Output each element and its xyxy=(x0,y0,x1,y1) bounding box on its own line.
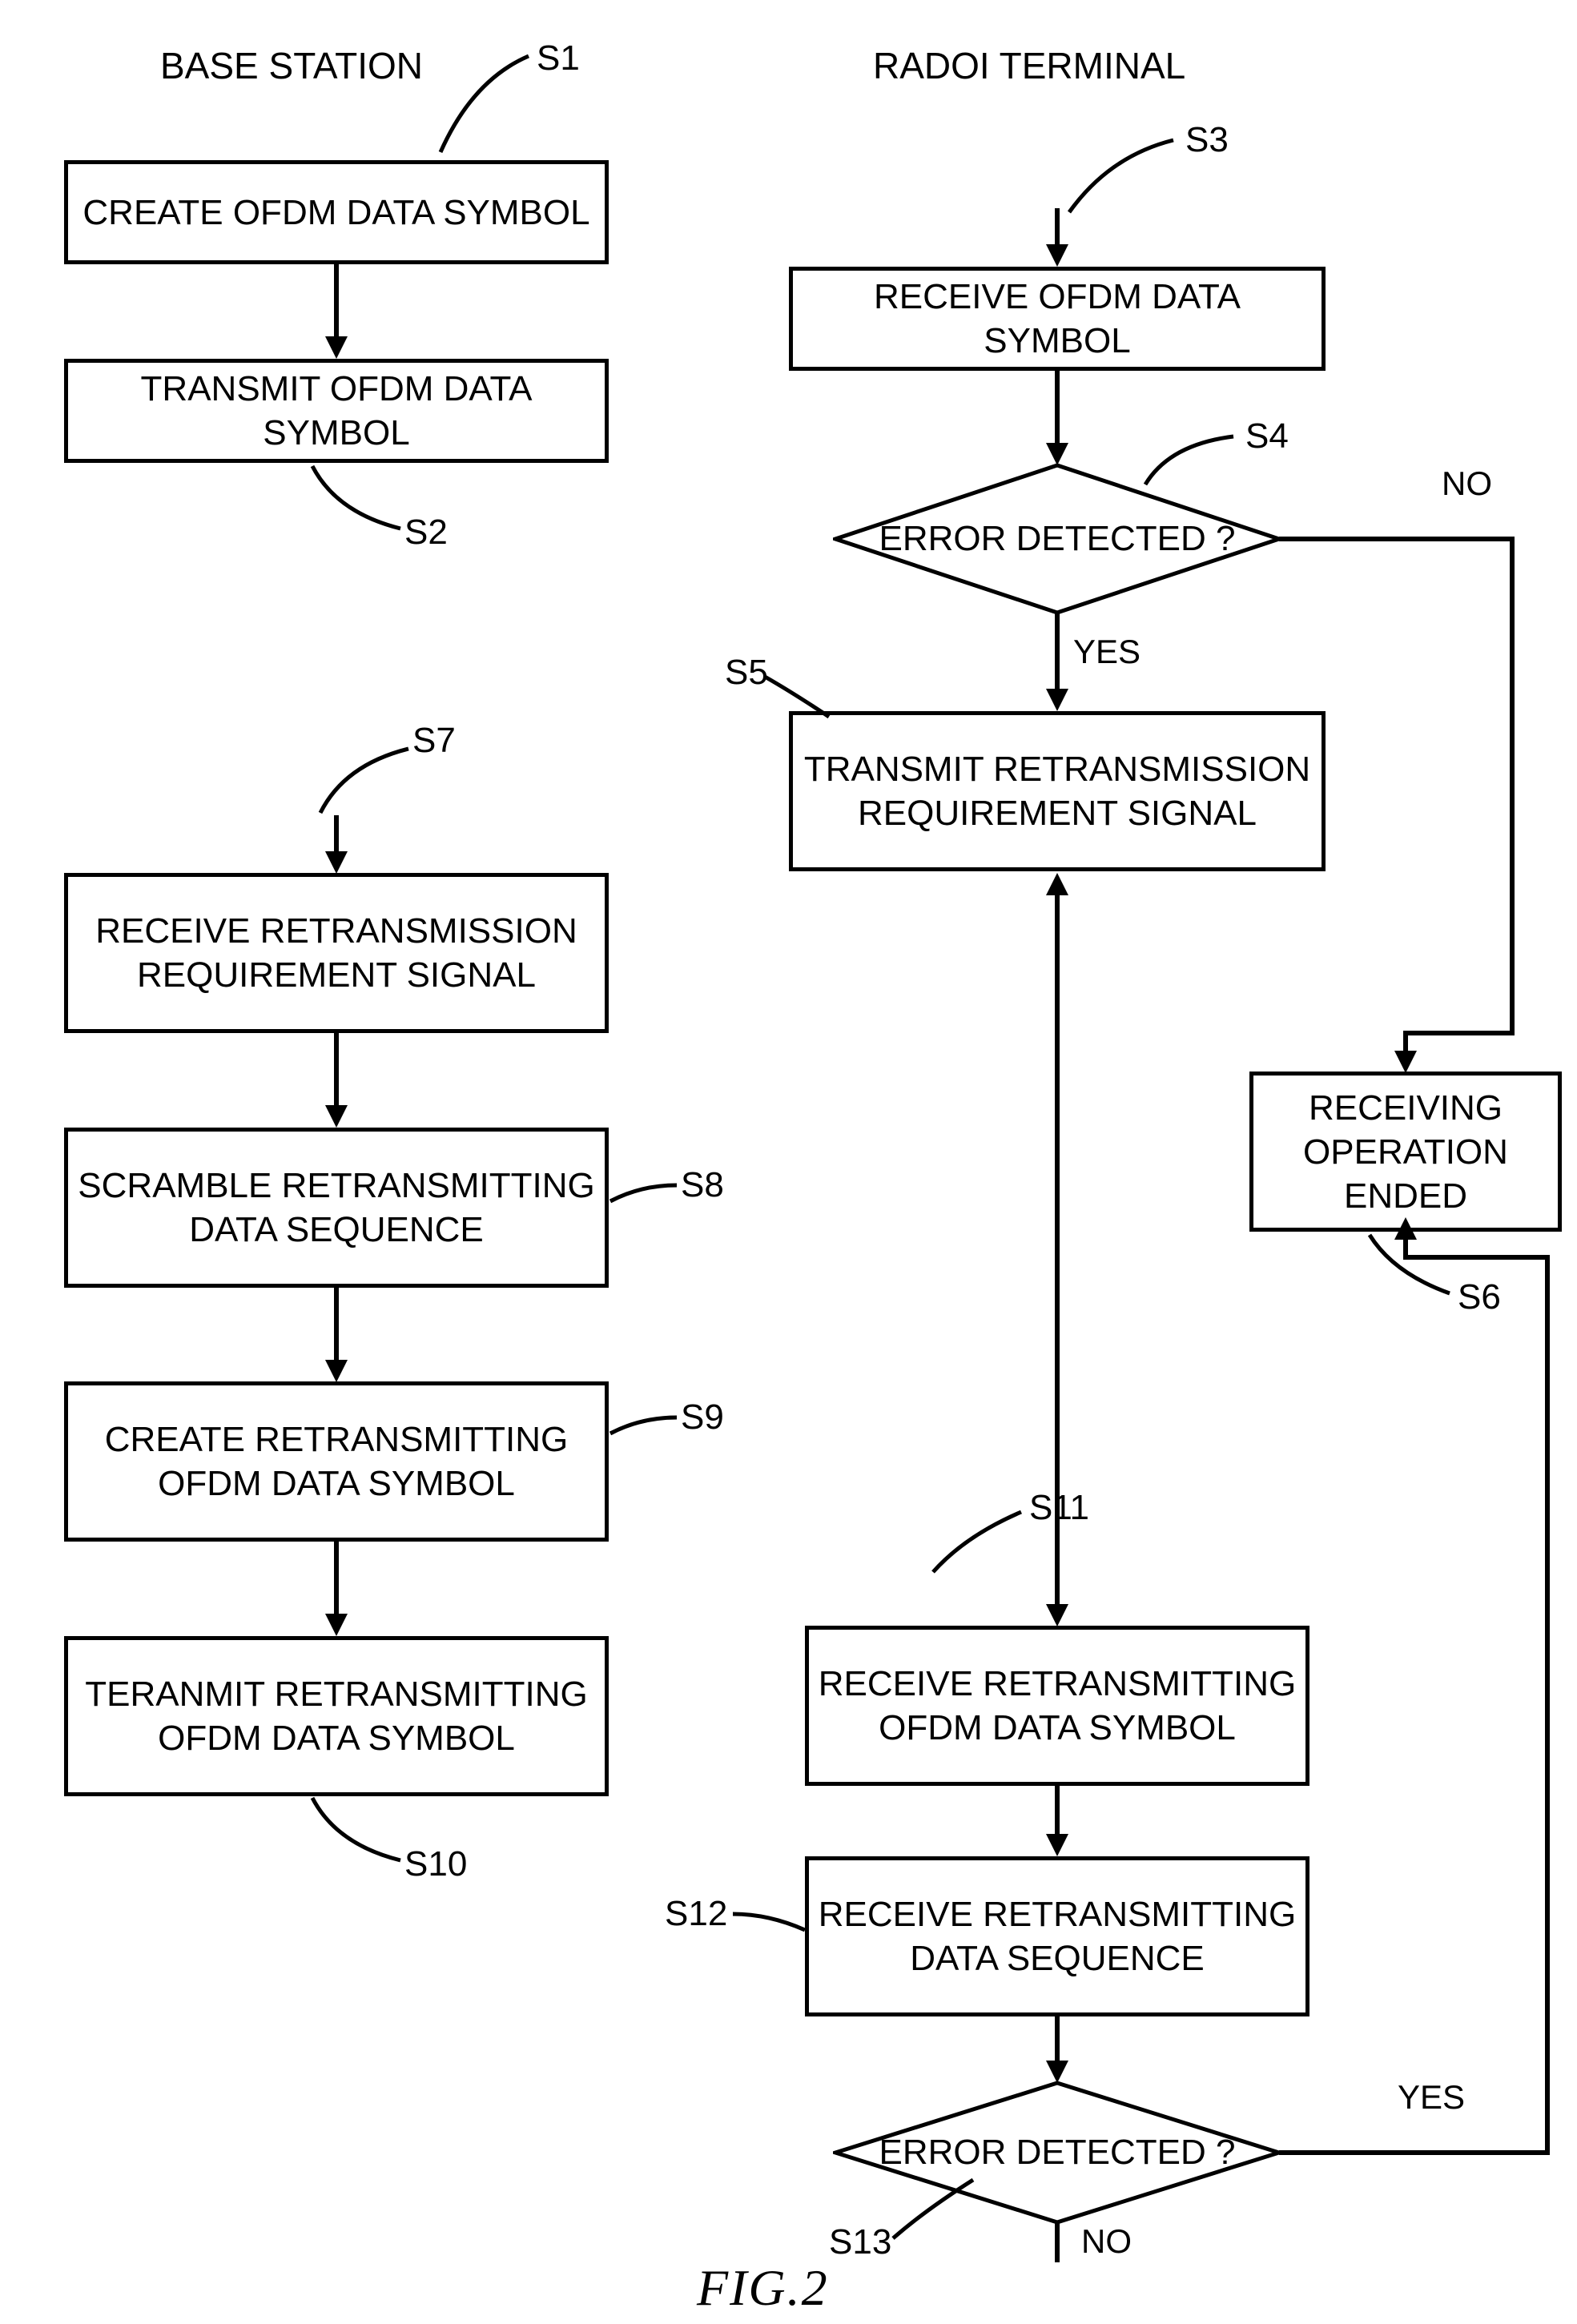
arrowhead-s7-s8 xyxy=(325,1105,348,1128)
step-id-s11: S11 xyxy=(1029,1488,1089,1528)
box-s3-text: RECEIVE OFDM DATA SYMBOL xyxy=(799,275,1315,363)
arrow-into-s7 xyxy=(334,815,339,855)
box-s6: RECEIVING OPERATION ENDED xyxy=(1249,1072,1562,1232)
box-s11-text: RECEIVE RETRANSMITTING OFDM DATA SYMBOL xyxy=(819,1662,1297,1750)
branch-s13-yes: YES xyxy=(1398,2078,1465,2117)
box-s11: RECEIVE RETRANSMITTING OFDM DATA SYMBOL xyxy=(805,1626,1309,1786)
arrowhead-into-s11 xyxy=(1046,1604,1068,1626)
leader-s3 xyxy=(1061,132,1181,220)
branch-s4-yes: YES xyxy=(1073,633,1141,671)
box-s8: SCRAMBLE RETRANSMITTING DATA SEQUENCE xyxy=(64,1128,609,1288)
box-s12-text: RECEIVE RETRANSMITTING DATA SEQUENCE xyxy=(819,1892,1297,1980)
step-id-s5: S5 xyxy=(725,653,768,693)
box-s12: RECEIVE RETRANSMITTING DATA SEQUENCE xyxy=(805,1856,1309,2016)
box-s2: TRANSMIT OFDM DATA SYMBOL xyxy=(64,359,609,463)
arrowhead-s3-s4 xyxy=(1046,443,1068,465)
box-s9-text: CREATE RETRANSMITTING OFDM DATA SYMBOL xyxy=(105,1417,569,1506)
figure-caption: FIG.2 xyxy=(697,2258,829,2318)
leader-s10 xyxy=(304,1796,416,1876)
branch-s13-no: NO xyxy=(1081,2222,1132,2261)
leader-s6 xyxy=(1362,1233,1458,1305)
branch-s4-no: NO xyxy=(1442,464,1492,503)
arrowhead-s12-s13 xyxy=(1046,2061,1068,2083)
step-id-s7: S7 xyxy=(412,721,456,761)
step-id-s10: S10 xyxy=(404,1844,467,1884)
arrowhead-into-s3 xyxy=(1046,244,1068,267)
arrowhead-s9-s10 xyxy=(325,1614,348,1636)
arrowhead-into-s7 xyxy=(325,851,348,874)
step-id-s1: S1 xyxy=(537,38,580,78)
box-s9: CREATE RETRANSMITTING OFDM DATA SYMBOL xyxy=(64,1381,609,1542)
step-id-s13: S13 xyxy=(829,2222,891,2262)
box-s5: TRANSMIT RETRANSMISSION REQUIREMENT SIGN… xyxy=(789,711,1326,871)
leader-s12 xyxy=(729,1906,809,1954)
arrow-s11-s12 xyxy=(1055,1786,1060,1838)
arrow-s3-s4 xyxy=(1055,371,1060,447)
arrow-s7-s8 xyxy=(334,1033,339,1109)
step-id-s12: S12 xyxy=(665,1894,727,1934)
leader-s11 xyxy=(925,1504,1029,1580)
box-s7-text: RECEIVE RETRANSMISSION REQUIREMENT SIGNA… xyxy=(95,909,577,997)
step-id-s4: S4 xyxy=(1245,416,1289,456)
arrow-into-s11 xyxy=(1055,1568,1060,1608)
box-s7: RECEIVE RETRANSMISSION REQUIREMENT SIGNA… xyxy=(64,873,609,1033)
box-s2-text: TRANSMIT OFDM DATA SYMBOL xyxy=(74,367,598,455)
leader-s7 xyxy=(312,741,424,821)
leader-s2 xyxy=(304,464,416,545)
box-s6-text: RECEIVING OPERATION ENDED xyxy=(1260,1086,1551,1218)
box-s10-text: TERANMIT RETRANSMITTING OFDM DATA SYMBOL xyxy=(85,1672,587,1760)
leader-s5 xyxy=(761,669,833,725)
diamond-s4-text: ERROR DETECTED ? xyxy=(879,519,1236,559)
leader-s13 xyxy=(885,2178,981,2250)
leader-s4 xyxy=(1137,428,1241,493)
flowchart-canvas: BASE STATION RADOI TERMINAL CREATE OFDM … xyxy=(0,0,1577,2324)
leader-s9 xyxy=(609,1409,681,1458)
box-s1-text: CREATE OFDM DATA SYMBOL xyxy=(82,191,589,235)
arrowhead-s4-s5 xyxy=(1046,689,1068,711)
arrowhead-s8-s9 xyxy=(325,1360,348,1382)
arrow-s12-s13 xyxy=(1055,2016,1060,2065)
arrow-into-s3 xyxy=(1055,208,1060,248)
step-id-s9: S9 xyxy=(681,1397,724,1437)
step-id-s8: S8 xyxy=(681,1165,724,1205)
header-right: RADOI TERMINAL xyxy=(873,44,1185,87)
arrow-s8-s9 xyxy=(334,1288,339,1364)
box-s8-text: SCRAMBLE RETRANSMITTING DATA SEQUENCE xyxy=(78,1164,594,1252)
arrow-s1-s2 xyxy=(334,264,339,340)
box-s1: CREATE OFDM DATA SYMBOL xyxy=(64,160,609,264)
box-s5-text: TRANSMIT RETRANSMISSION REQUIREMENT SIGN… xyxy=(804,747,1310,835)
step-id-s6: S6 xyxy=(1458,1277,1501,1317)
step-id-s3: S3 xyxy=(1185,120,1229,160)
box-s10: TERANMIT RETRANSMITTING OFDM DATA SYMBOL xyxy=(64,1636,609,1796)
diamond-s13-text: ERROR DETECTED ? xyxy=(879,2133,1236,2173)
arrow-s4-s5 xyxy=(1055,613,1060,693)
arrowhead-s11-s12 xyxy=(1046,1834,1068,1856)
box-s3: RECEIVE OFDM DATA SYMBOL xyxy=(789,267,1326,371)
leader-s8 xyxy=(609,1177,681,1225)
step-id-s2: S2 xyxy=(404,513,448,553)
arrow-s9-s10 xyxy=(334,1542,339,1618)
header-left: BASE STATION xyxy=(160,44,423,87)
arrowhead-s1-s2 xyxy=(325,336,348,359)
